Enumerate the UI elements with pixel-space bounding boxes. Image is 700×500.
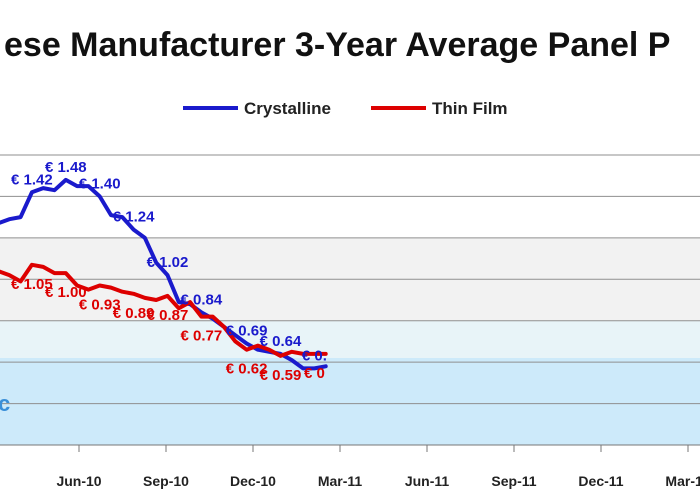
x-tick-label: Mar-12: [665, 473, 700, 489]
data-label-crystalline: € 0.: [302, 347, 327, 364]
data-label-thin-film: € 0: [304, 365, 325, 382]
series-line-thin-film: [0, 262, 328, 358]
legend-label-crystalline: Crystalline: [244, 99, 331, 118]
data-label-crystalline: € 0.64: [260, 333, 302, 350]
x-axis: 09Jun-10Sep-10Dec-10Mar-11Jun-11Sep-11De…: [0, 444, 700, 489]
data-label-crystalline: € 1.48: [45, 159, 87, 176]
data-label-thin-film: € 0.59: [260, 367, 302, 384]
data-label-thin-film: € 0.89: [113, 305, 155, 322]
data-label-crystalline: € 0.84: [181, 291, 223, 308]
legend-label-thin-film: Thin Film: [432, 99, 508, 118]
data-label-crystalline: € 1.40: [79, 175, 121, 192]
data-label-thin-film: € 0.77: [181, 328, 223, 345]
legend: Crystalline Thin Film: [183, 99, 508, 118]
band-light-blue: [0, 358, 700, 445]
data-label-thin-film: € 0.87: [147, 307, 189, 324]
gridlines: [0, 154, 700, 405]
logo-mark: c: [0, 391, 10, 416]
x-tick-label: Dec-10: [230, 473, 276, 489]
x-tick-label: Mar-11: [318, 473, 363, 489]
background-bands: [0, 237, 700, 445]
x-tick-label: Sep-11: [491, 473, 536, 489]
series-lines: [0, 177, 328, 371]
x-tick-label: Sep-10: [143, 473, 189, 489]
data-label-crystalline: € 1.42: [11, 171, 53, 188]
data-label-crystalline: € 1.24: [113, 209, 155, 226]
data-label-thin-film: € 1.05: [11, 276, 53, 293]
x-tick-label: Jun-10: [56, 473, 101, 489]
data-label-thin-film: € 0.62: [226, 361, 268, 378]
x-tick-label: Dec-11: [578, 473, 623, 489]
data-label-crystalline: € 0.69: [226, 323, 268, 340]
chart-title: ese Manufacturer 3-Year Average Panel P: [4, 26, 670, 64]
data-label-thin-film: € 0.93: [79, 297, 121, 314]
data-label-thin-film: € 1.00: [45, 284, 87, 301]
data-labels: € 1.42€ 1.48€ 1.40€ 1.24€ 1.02€ 0.84€ 0.…: [11, 159, 327, 384]
x-tick-label: Jun-11: [405, 473, 450, 489]
band-pale-blue: [0, 320, 700, 358]
data-label-crystalline: € 1.02: [147, 254, 189, 271]
